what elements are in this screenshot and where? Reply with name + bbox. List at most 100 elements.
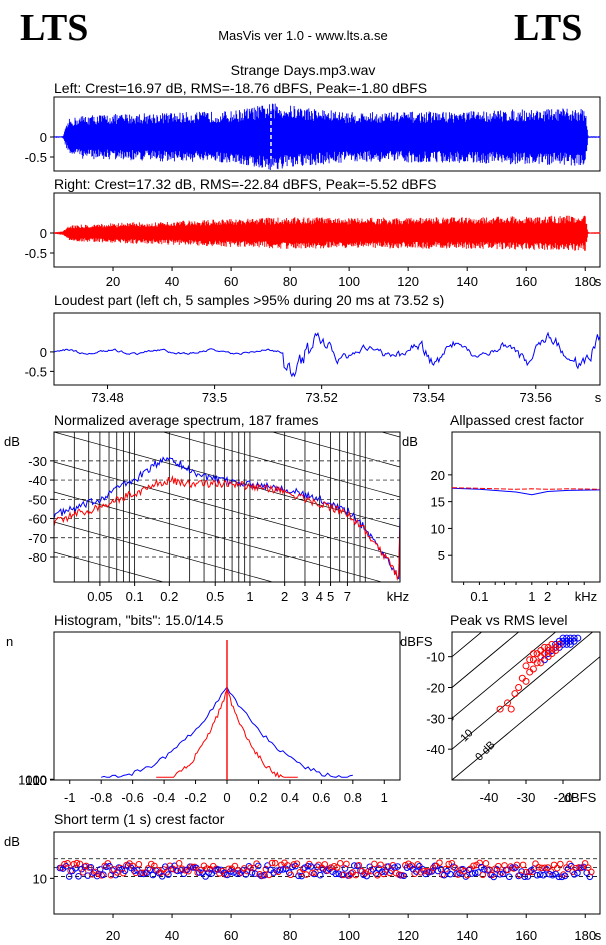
short-term-crest-point-blue [205,869,212,877]
peak-rms-diagonal-label: 0 dB [473,739,497,763]
short-term-crest-point-red [414,861,422,868]
short-term-crest-point-blue [341,865,349,872]
left-waveform-title: Left: Crest=16.97 dB, RMS=-18.76 dBFS, P… [54,80,427,96]
loudest-part-frame [53,312,601,386]
short-term-crest-point-blue [360,871,367,879]
short-term-crest-point-blue [372,870,380,877]
spectrum-ytick-label: -50 [28,492,47,507]
allpassed-ytick-label: 10 [431,521,445,536]
loudest-part-xtick-label: 73.52 [305,390,338,405]
spectrum-title: Normalized average spectrum, 187 frames [54,412,319,428]
spectrum-xtick-label: 7 [344,589,351,604]
short-term-crest-point-red [377,861,384,869]
short-term-crest-point-red [448,859,456,867]
spectrum-xtick-label: 0.5 [206,589,224,604]
right-waveform-xtick-label: 160 [515,274,537,289]
right-waveform-ytick-label: 0 [40,226,47,241]
spectrum-ytick-label: -40 [28,473,47,488]
short-term-crest-point-blue [335,870,343,878]
short-term-crest-point-blue [295,872,302,880]
histogram-ytick-label: 1000 [18,772,47,787]
loudest-part-xtick-label: 73.48 [91,390,124,405]
short-term-crest-point-blue [524,873,532,880]
loudest-part-ytick-label: 0 [40,345,47,360]
spectrum-series-red [54,474,400,582]
peak-rms-point-blue [563,640,571,648]
peak-rms-point-blue [566,634,574,642]
spectrum-slope-line [54,521,274,582]
peak-rms-point-red [533,650,541,658]
short-term-crest-point-blue [96,866,104,873]
peak-rms-diagonal-label: 20 [440,712,457,729]
short-term-crest-point-red [445,860,453,868]
histogram-title: Histogram, "bits": 15.0/14.5 [54,612,224,628]
loudest-part-xtick-label: 73.56 [519,390,552,405]
short-term-crest-point-blue [211,867,219,874]
short-term-crest-point-red [482,860,490,867]
short-term-crest-point-red [175,860,183,867]
peak-rms-point-red [544,643,552,651]
short-term-crest-point-blue [394,863,401,870]
short-term-crest-point-blue [536,871,544,878]
short-term-crest-point-blue [363,872,370,880]
spectrum-xtick-label: 4 [316,589,323,604]
histogram-xtick-label: 0 [223,790,230,805]
spectrum-xtick-label: 3 [301,589,308,604]
short-term-crest-point-red [73,859,81,867]
short-term-crest-xtick-label: 40 [165,928,179,943]
short-term-crest-point-red [513,861,521,869]
peak-rms-ytick-label: -30 [426,711,445,726]
peak-rms-frame [451,631,601,781]
short-term-crest-point-blue [106,862,113,870]
short-term-crest-point-red [541,864,549,872]
peak-rms-xtick-label: -30 [517,790,536,805]
loudest-part-title: Loudest part (left ch, 5 samples >95% du… [54,292,444,308]
short-term-crest-point-blue [242,871,250,878]
allpassed-ytick-label: 15 [431,495,445,510]
short-term-crest-point-blue [273,867,281,874]
short-term-crest-point-blue [103,863,110,871]
loudest-part-xtick-label: 73.54 [412,390,445,405]
short-term-crest-point-red [371,860,378,868]
short-term-crest-point-red [454,871,462,878]
short-term-crest-point-red [587,868,595,876]
spectrum-ytick-label: -80 [28,550,47,565]
short-term-crest-point-blue [440,871,448,879]
short-term-crest-point-red [70,860,78,868]
spectrum-frame [53,431,401,583]
allpassed-xtick-label: 2 [544,589,551,604]
allpassed-series-red [451,487,601,490]
short-term-crest-point-red [231,862,239,870]
short-term-crest-point-blue [571,871,578,878]
right-waveform-xtick-label: 80 [283,274,297,289]
right-waveform-xtick-label: 120 [397,274,419,289]
right-waveform-frame [53,192,601,268]
right-waveform-xtick-label: 60 [224,274,238,289]
right-waveform-xunit-label: s [595,274,602,289]
peak-rms-ylabel: dBFS [400,634,433,649]
allpassed-frame [451,431,601,583]
short-term-crest-point-red [144,865,152,872]
short-term-crest-point-blue [521,873,529,881]
histogram-xtick-label: -0.4 [153,790,175,805]
histogram-xtick-label: 0.8 [344,790,362,805]
short-term-crest-point-blue [347,870,355,877]
short-term-crest-point-red [584,864,592,872]
short-term-crest-point-red [436,859,443,867]
short-term-crest-point-red [529,868,536,876]
peak-rms-diagonal-label: 40 [403,681,420,698]
short-term-crest-point-blue [412,868,420,875]
peak-rms-point-red [507,705,515,713]
histogram-xtick-label: -1 [64,790,76,805]
peak-rms-diagonal-line [452,632,483,658]
loudest-part-ytick-label: -0.5 [25,364,47,379]
left-waveform-ytick-label: -0.5 [25,150,47,165]
short-term-crest-point-red [203,865,211,872]
short-term-crest-point-blue [351,862,358,869]
spectrum-xtick-label: 5 [327,589,334,604]
peak-rms-diagonal-line [452,656,600,780]
short-term-crest-point-blue [316,871,324,879]
short-term-crest-point-red [488,871,496,879]
short-term-crest-point-red [293,860,301,867]
